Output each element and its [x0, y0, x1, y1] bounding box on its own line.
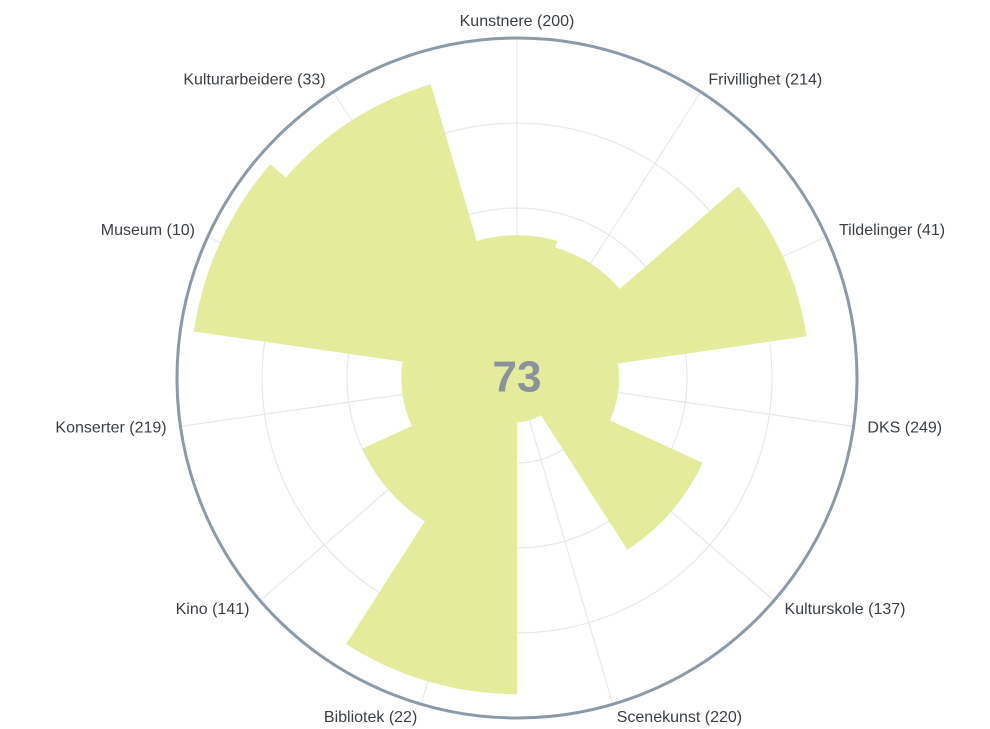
category-label: Tildelinger (41) [839, 222, 945, 239]
sector [517, 247, 620, 378]
sector [517, 186, 807, 378]
category-label: Scenekunst (220) [617, 709, 742, 726]
category-label: Frivillighet (214) [708, 71, 822, 88]
sector [346, 378, 517, 695]
spoke [516, 377, 614, 705]
outer-ring [175, 36, 859, 720]
category-label: Kino (141) [176, 601, 250, 618]
sector [517, 378, 703, 550]
sector [401, 361, 517, 427]
sector [285, 84, 517, 379]
category-label: Museum (10) [101, 222, 195, 239]
sectors [193, 84, 807, 695]
category-label: DKS (249) [867, 420, 942, 437]
category-label: Bibliotek (22) [324, 709, 417, 726]
sector [517, 363, 620, 421]
center-label: 73 [493, 353, 542, 402]
category-label: Kunstnere (200) [460, 13, 575, 30]
sector [193, 164, 517, 378]
sector [476, 235, 558, 378]
sector [517, 378, 541, 423]
category-label: Kulturskole (137) [785, 601, 906, 618]
category-label: Konserter (219) [55, 420, 166, 437]
category-label: Kulturarbeidere (33) [183, 71, 325, 88]
sector [362, 378, 517, 522]
